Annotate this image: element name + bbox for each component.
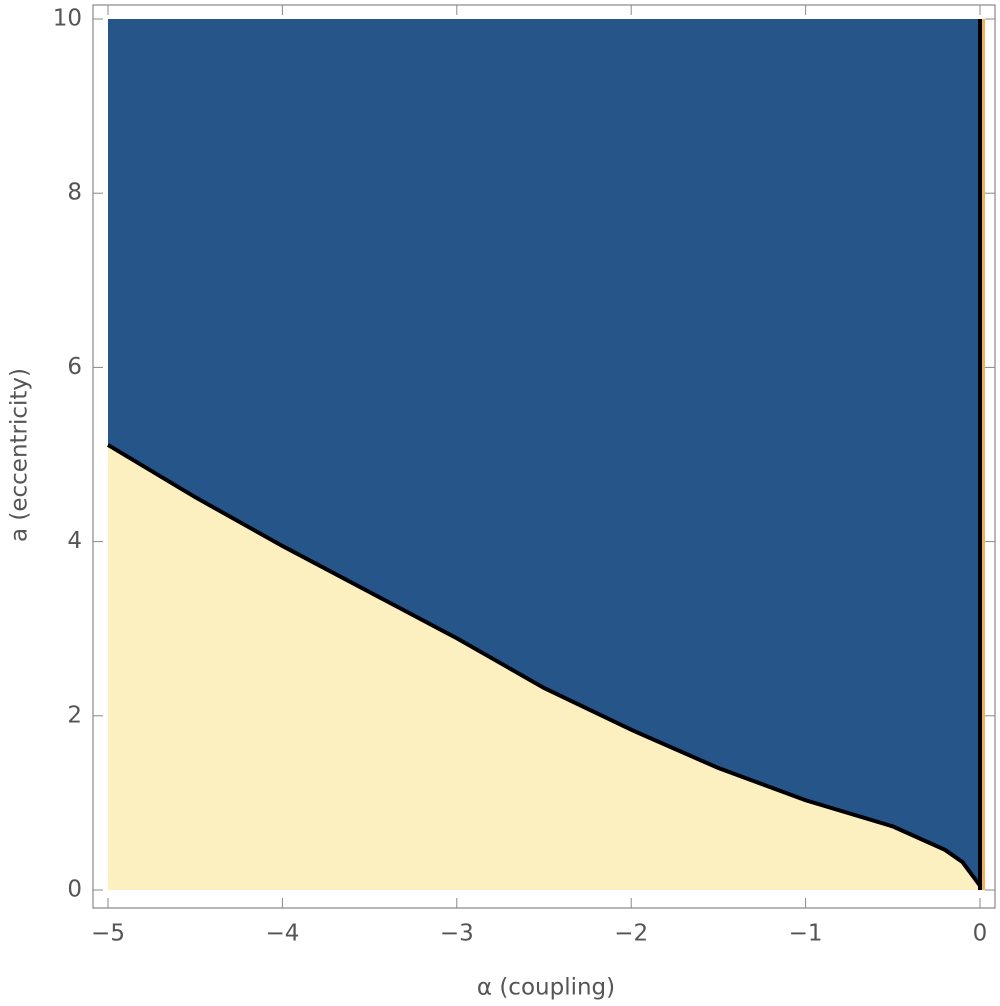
frame bbox=[92, 4, 996, 909]
x-tick-label: −3 bbox=[440, 921, 474, 947]
edge-strip bbox=[980, 19, 985, 890]
y-tick-label: 10 bbox=[53, 6, 82, 32]
x-tick-label: 0 bbox=[973, 921, 988, 947]
y-tick-label: 8 bbox=[67, 180, 82, 206]
y-tick-label: 6 bbox=[67, 354, 82, 380]
x-axis-label: α (coupling) bbox=[477, 975, 615, 1001]
lower-region bbox=[108, 444, 980, 890]
y-tick-label: 4 bbox=[67, 528, 82, 554]
x-tick-label: −2 bbox=[614, 921, 648, 947]
boundary-curve bbox=[106, 443, 982, 887]
y-tick-label: 0 bbox=[67, 877, 82, 903]
y-axis-label: a (eccentricity) bbox=[7, 368, 33, 542]
x-tick-label: −4 bbox=[265, 921, 299, 947]
x-tick-label: −1 bbox=[789, 921, 823, 947]
y-tick-label: 2 bbox=[67, 702, 82, 728]
x-tick-label: −5 bbox=[91, 921, 125, 947]
